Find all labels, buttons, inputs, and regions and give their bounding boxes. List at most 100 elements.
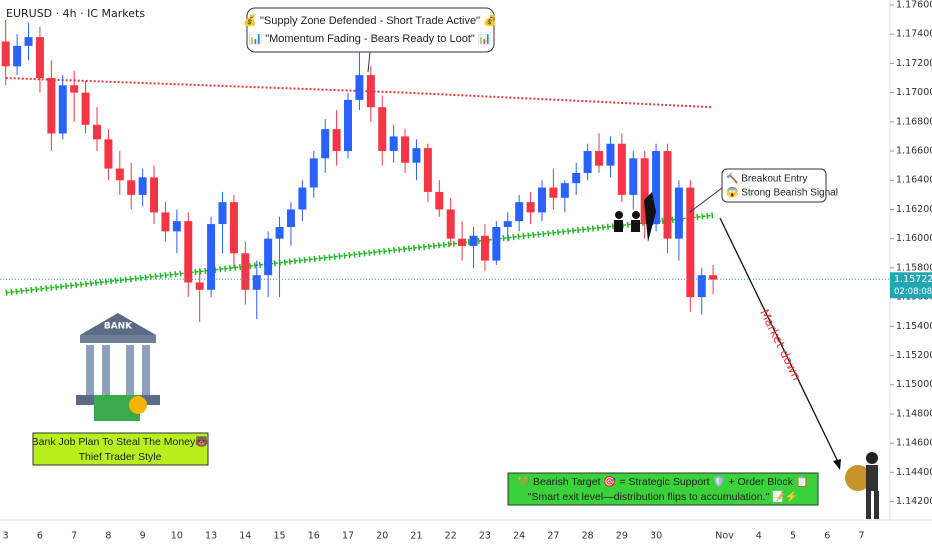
callout-box	[246, 7, 495, 53]
candle-body	[35, 37, 44, 78]
candle-body	[389, 136, 398, 152]
x-tick-label: 28	[582, 531, 594, 542]
candle-body	[115, 168, 124, 181]
candle-body	[47, 78, 56, 134]
candle-body	[549, 187, 558, 198]
candle-body	[127, 180, 136, 195]
candle-body	[629, 158, 638, 195]
target-text: "Smart exit level—distribution flips to …	[528, 490, 799, 503]
x-tick-label: 22	[445, 531, 457, 542]
candle-body	[480, 235, 489, 261]
top-callout: 💰 "Supply Zone Defended - Short Trade Ac…	[243, 7, 497, 73]
entry-callout: 🔨 Breakout Entry 😱 Strong Bearish Signal	[689, 168, 838, 213]
candle-body	[458, 238, 467, 246]
y-tick-label: 1.16400	[896, 175, 932, 186]
x-tick-label: 7	[858, 531, 864, 542]
last-price-label: 1.15722	[894, 274, 932, 285]
candle-body	[674, 187, 683, 239]
candle-body	[366, 75, 375, 108]
x-tick-label: 16	[308, 531, 320, 542]
y-tick-label: 1.17600	[896, 0, 932, 10]
candle-body	[446, 209, 455, 239]
last-price-tag	[890, 272, 932, 299]
candle-body	[423, 148, 432, 192]
x-tick-label: 9	[140, 531, 146, 542]
candle-body	[207, 224, 216, 290]
candle-body	[492, 226, 501, 261]
candle-body	[686, 187, 695, 298]
target-box	[507, 472, 819, 506]
y-tick-label: 1.14800	[896, 408, 932, 419]
y-tick-label: 1.15400	[896, 321, 932, 332]
candle-body	[104, 139, 113, 169]
candle-body	[355, 75, 364, 100]
target-text: 💚 Bearish Target 🎯 = Strategic Support 🛡…	[517, 475, 809, 488]
y-tick-label: 1.17200	[896, 58, 932, 69]
moving-average	[5, 77, 714, 109]
x-tick-label: 27	[547, 531, 559, 542]
bank-icon: BANK	[76, 313, 160, 421]
x-tick-label: 5	[790, 531, 796, 542]
candle-body	[663, 151, 672, 239]
candle-body	[412, 148, 421, 163]
thief-icons	[614, 192, 656, 242]
candle-body	[583, 151, 592, 173]
candle-body	[652, 151, 661, 225]
candle-body	[218, 202, 227, 225]
y-tick-label: 1.17400	[896, 29, 932, 40]
x-tick-label: 23	[479, 531, 491, 542]
callout-text: 😱 Strong Bearish Signal	[726, 187, 838, 199]
x-tick-label: 20	[376, 531, 388, 542]
candle-body	[264, 238, 273, 276]
candle-body	[709, 275, 718, 280]
x-tick-label: 14	[239, 531, 251, 542]
arrow	[719, 217, 841, 467]
candle-body	[184, 221, 193, 283]
robber-icon	[845, 452, 879, 519]
candle-body	[309, 158, 318, 188]
x-tick-label: 17	[342, 531, 354, 542]
y-tick-label: 1.16200	[896, 204, 932, 215]
y-tick-label: 1.16600	[896, 146, 932, 157]
candle-body	[161, 212, 170, 232]
x-tick-label: 7	[71, 531, 77, 542]
x-tick-label: 24	[513, 531, 525, 542]
callout-text: 🔨 Breakout Entry	[726, 172, 807, 185]
candle-body	[92, 124, 101, 140]
chart-title: EURUSD · 4h · IC Markets	[6, 7, 145, 20]
arrow-head	[833, 459, 841, 470]
y-tick-label: 1.15000	[896, 379, 932, 390]
candle-body	[252, 275, 261, 290]
candle-body	[640, 158, 649, 225]
x-tick-label: 15	[274, 531, 286, 542]
x-tick-label: 21	[410, 531, 422, 542]
callout-box	[721, 168, 827, 203]
x-tick-label: 6	[824, 531, 830, 542]
callout-pointer	[367, 51, 371, 73]
candle-body	[229, 202, 238, 254]
candle-body	[617, 143, 626, 195]
candle-body	[560, 183, 569, 198]
candle-body	[70, 85, 79, 93]
candle-body	[503, 221, 512, 227]
candle-body	[275, 226, 284, 239]
candle-body	[435, 191, 444, 210]
candle-body	[172, 221, 181, 232]
candle-body	[195, 282, 204, 290]
candle-body	[401, 136, 410, 163]
y-tick-label: 1.16000	[896, 233, 932, 244]
candle-body	[298, 187, 307, 210]
y-tick-label: 1.14200	[896, 496, 932, 507]
x-tick-label: 13	[205, 531, 217, 542]
y-tick-label: 1.17000	[896, 87, 932, 98]
x-tick-label: 6	[37, 531, 43, 542]
candle-body	[526, 202, 535, 213]
x-tick-label: 8	[105, 531, 111, 542]
candle-body	[332, 129, 341, 152]
candle-body	[469, 235, 478, 246]
candle-body	[150, 177, 159, 213]
x-tick-label: Nov	[715, 531, 734, 542]
candle-body	[138, 177, 147, 195]
candle-body	[24, 37, 33, 46]
